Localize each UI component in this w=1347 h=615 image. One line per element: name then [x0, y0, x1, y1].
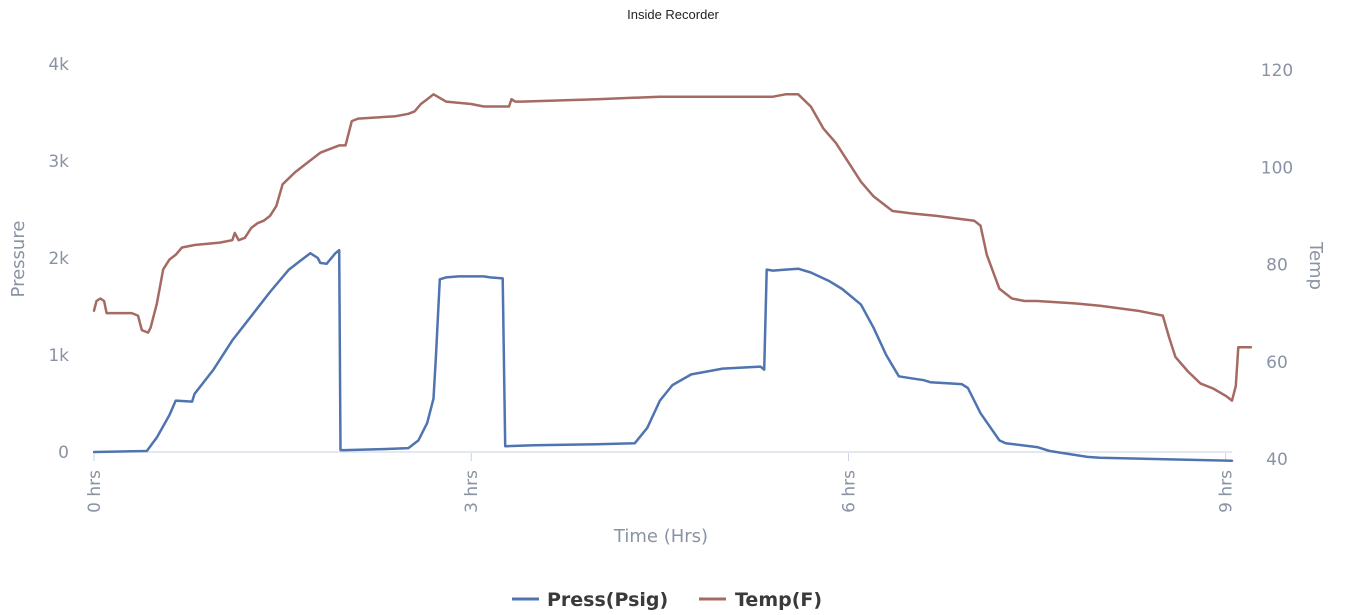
y-axis-right-title: Temp [1305, 241, 1326, 290]
y-left-tick-label: 3k [48, 152, 69, 172]
x-tick-label: 3 hrs [462, 470, 482, 513]
y-right-tick-label: 120 [1261, 61, 1293, 81]
right-axis-ticks: 40 60 80 100 120 [1261, 61, 1293, 470]
left-axis-ticks: 0 1k 2k 3k 4k [48, 55, 69, 463]
y-left-tick-label: 1k [48, 346, 69, 366]
legend-item-press[interactable]: Press(Psig) [512, 589, 668, 611]
y-left-tick-label: 2k [48, 249, 69, 269]
y-right-tick-label: 100 [1261, 158, 1293, 178]
y-right-tick-label: 60 [1266, 353, 1288, 373]
x-tick-label: 0 hrs [85, 470, 105, 513]
x-axis-title: Time (Hrs) [613, 526, 708, 547]
x-tick-label: 6 hrs [839, 470, 859, 513]
y-right-tick-label: 80 [1266, 256, 1288, 276]
y-right-tick-label: 40 [1266, 450, 1288, 470]
y-left-tick-label: 4k [48, 55, 69, 75]
y-left-tick-label: 0 [58, 443, 69, 463]
series-line-press [92, 248, 1234, 462]
x-tick-label: 9 hrs [1217, 470, 1237, 513]
y-axis-left-title: Pressure [8, 221, 29, 298]
chart-title: Inside Recorder [627, 7, 719, 22]
series-line-temp [92, 93, 1253, 402]
series-lines [92, 93, 1253, 462]
legend-label-press: Press(Psig) [547, 589, 668, 611]
legend-item-temp[interactable]: Temp(F) [699, 589, 822, 611]
x-axis-ticks: 0 hrs 3 hrs 6 hrs 9 hrs [85, 453, 1237, 513]
legend-label-temp: Temp(F) [735, 589, 822, 611]
legend: Press(Psig) Temp(F) [512, 589, 822, 611]
